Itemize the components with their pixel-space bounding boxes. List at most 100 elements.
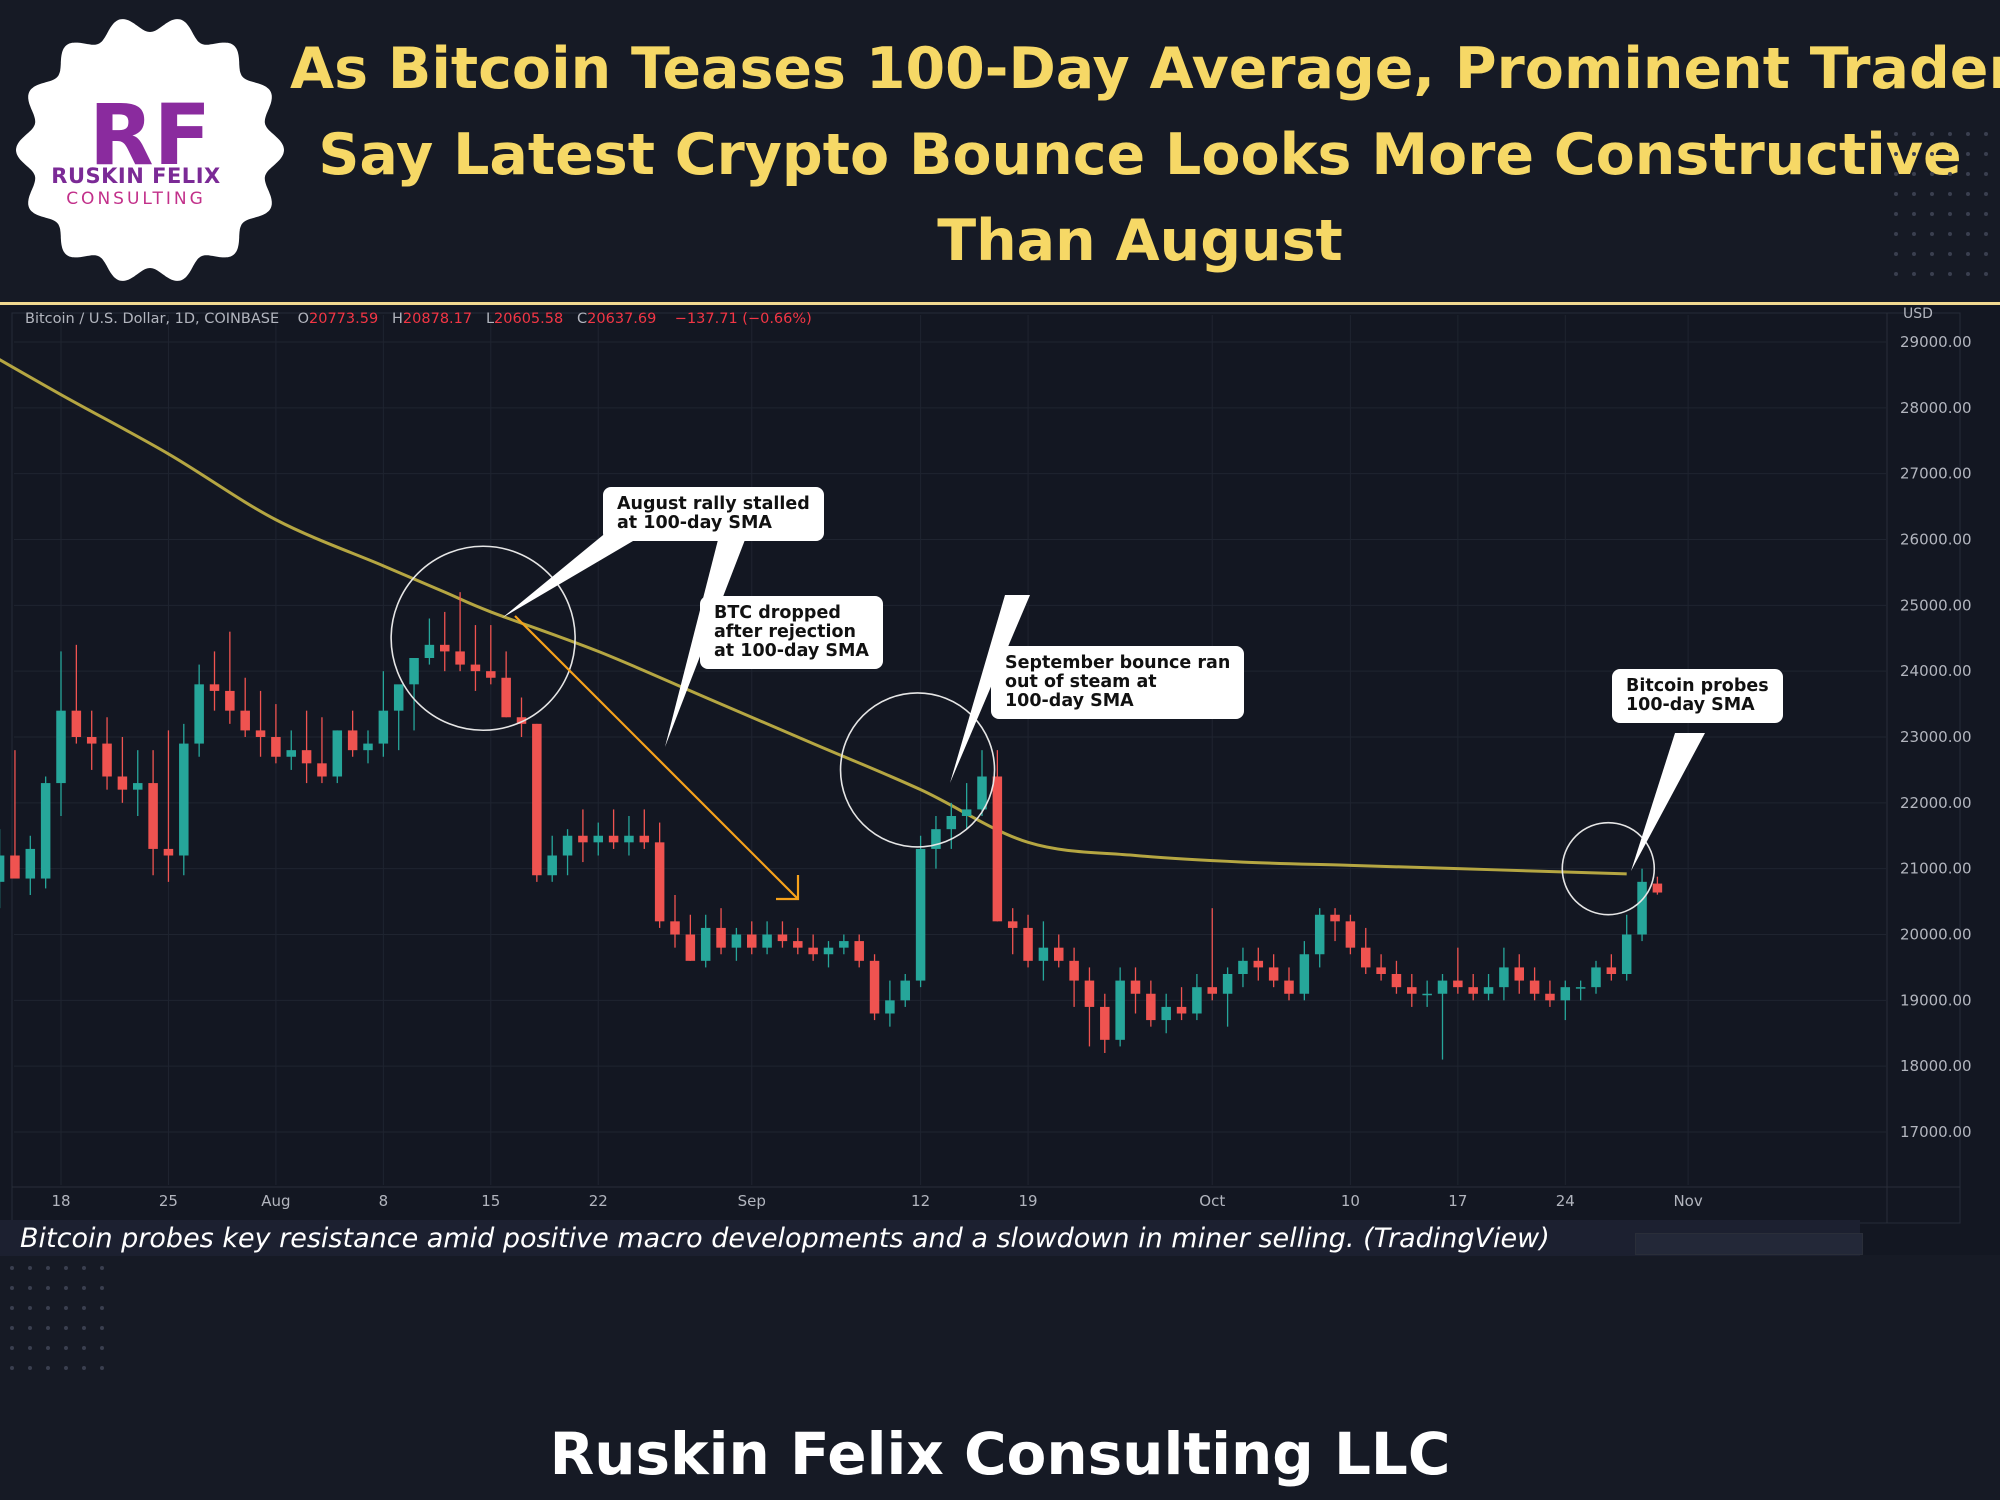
candle	[133, 750, 143, 816]
candle-body	[670, 921, 680, 935]
caption-bar	[0, 1220, 1860, 1256]
candle-body	[547, 855, 557, 876]
currency-label: USD	[1903, 306, 1933, 322]
headline-line-1: As Bitcoin Teases 100-Day Average, Promi…	[290, 36, 2000, 102]
candle	[593, 822, 603, 856]
candle	[86, 710, 97, 770]
candle-body	[1192, 987, 1202, 1014]
open-value: 20773.59	[309, 311, 379, 327]
candle-body	[1468, 987, 1478, 994]
candle	[1591, 960, 1601, 994]
candlestick-chart[interactable]: 29000.00 28000.00 27000.00 26000.00 25000.00…	[0, 305, 2000, 1255]
decorative-dot	[82, 1266, 86, 1270]
candle-body	[225, 690, 235, 711]
candle	[501, 651, 511, 718]
candle-body	[578, 835, 588, 843]
decorative-dot	[100, 1366, 104, 1370]
candle-body	[1499, 967, 1509, 988]
candle	[608, 809, 619, 849]
candle	[102, 717, 112, 790]
candle	[547, 835, 557, 882]
decorative-dot	[1912, 272, 1916, 276]
decorative-dot	[1912, 152, 1916, 156]
callout-august-rally: August rally stalled at 100-day SMA	[603, 487, 824, 541]
symbol-label: Bitcoin / U.S. Dollar, 1D, COINBASE	[25, 311, 280, 327]
callout-line: August rally stalled	[617, 494, 810, 514]
candle-body	[900, 980, 910, 1001]
candle	[915, 835, 926, 988]
candle-body	[440, 644, 450, 652]
candle-body	[301, 750, 312, 764]
decorative-dot	[82, 1326, 86, 1330]
candle-body	[1069, 960, 1079, 981]
candle-body	[332, 730, 343, 777]
candle-body	[378, 710, 389, 744]
candle-body	[639, 835, 650, 843]
y-tick-label: 24000.00	[1900, 662, 1972, 680]
decorative-dot	[1894, 212, 1898, 216]
candle	[1268, 954, 1279, 988]
candle-body	[593, 835, 603, 843]
decorative-dot	[1984, 232, 1988, 236]
y-tick-label: 17000.00	[1900, 1123, 1972, 1141]
decorative-dot	[1894, 152, 1898, 156]
x-tick-label: 15	[481, 1192, 500, 1210]
logo-name: RUSKIN FELIX	[51, 164, 221, 188]
candle-body	[700, 927, 711, 961]
candle-body	[470, 664, 481, 672]
annotation-circle	[390, 545, 576, 732]
header-divider	[0, 302, 2000, 305]
callout-line: BTC dropped	[714, 603, 841, 623]
decorative-dot	[1966, 232, 1970, 236]
candle	[1361, 927, 1371, 974]
candle-body	[1453, 980, 1463, 988]
candle	[1176, 987, 1187, 1021]
candle	[777, 921, 788, 948]
candle-body	[516, 717, 527, 724]
decorative-dot	[28, 1306, 32, 1310]
decorative-dot	[46, 1326, 50, 1330]
candle-body	[1606, 967, 1617, 974]
decorative-dot	[10, 1286, 14, 1290]
candle	[624, 816, 634, 856]
candle-body	[1284, 980, 1294, 994]
decorative-dot	[1984, 172, 1988, 176]
decorative-dot	[1930, 272, 1934, 276]
candle-body	[1483, 987, 1494, 994]
chart-panel[interactable]: 29000.00 28000.00 27000.00 26000.00 25000.00…	[0, 305, 2000, 1255]
low-value: 20605.58	[494, 311, 564, 327]
candle	[1652, 876, 1663, 895]
decorative-dot	[82, 1306, 86, 1310]
y-tick-label: 22000.00	[1900, 794, 1972, 812]
candle-body	[163, 848, 174, 856]
candle	[1453, 947, 1463, 994]
candle-body	[946, 816, 957, 830]
candle-body	[608, 835, 619, 843]
decorative-dot	[64, 1266, 68, 1270]
decorative-dot	[1966, 252, 1970, 256]
candle-body	[1545, 993, 1555, 1001]
candle	[25, 835, 36, 895]
decorative-dots	[1894, 132, 1988, 276]
decorative-dot	[10, 1306, 14, 1310]
candle-body	[1376, 967, 1386, 974]
candle	[1284, 967, 1294, 1001]
decorative-dot	[1948, 232, 1952, 236]
decorative-dot	[1930, 252, 1934, 256]
decorative-dot	[82, 1286, 86, 1290]
candle-body	[1529, 980, 1540, 994]
callout-btc-dropped: BTC dropped after rejection at 100-day S…	[700, 596, 883, 669]
change-value: −137.71 (−0.66%)	[674, 311, 812, 327]
decorative-dot	[1930, 132, 1934, 136]
callout-tail	[1631, 733, 1705, 871]
decorative-dot	[10, 1326, 14, 1330]
callout-line: 100-day SMA	[1005, 691, 1134, 711]
logo-subtitle: CONSULTING	[66, 189, 206, 209]
decorative-dot	[28, 1346, 32, 1350]
candle	[1407, 974, 1417, 1007]
candle-body	[992, 776, 1003, 922]
candle	[440, 611, 450, 672]
candle	[1299, 941, 1310, 1001]
decorative-dot	[1984, 212, 1988, 216]
candle-body	[1268, 967, 1279, 981]
